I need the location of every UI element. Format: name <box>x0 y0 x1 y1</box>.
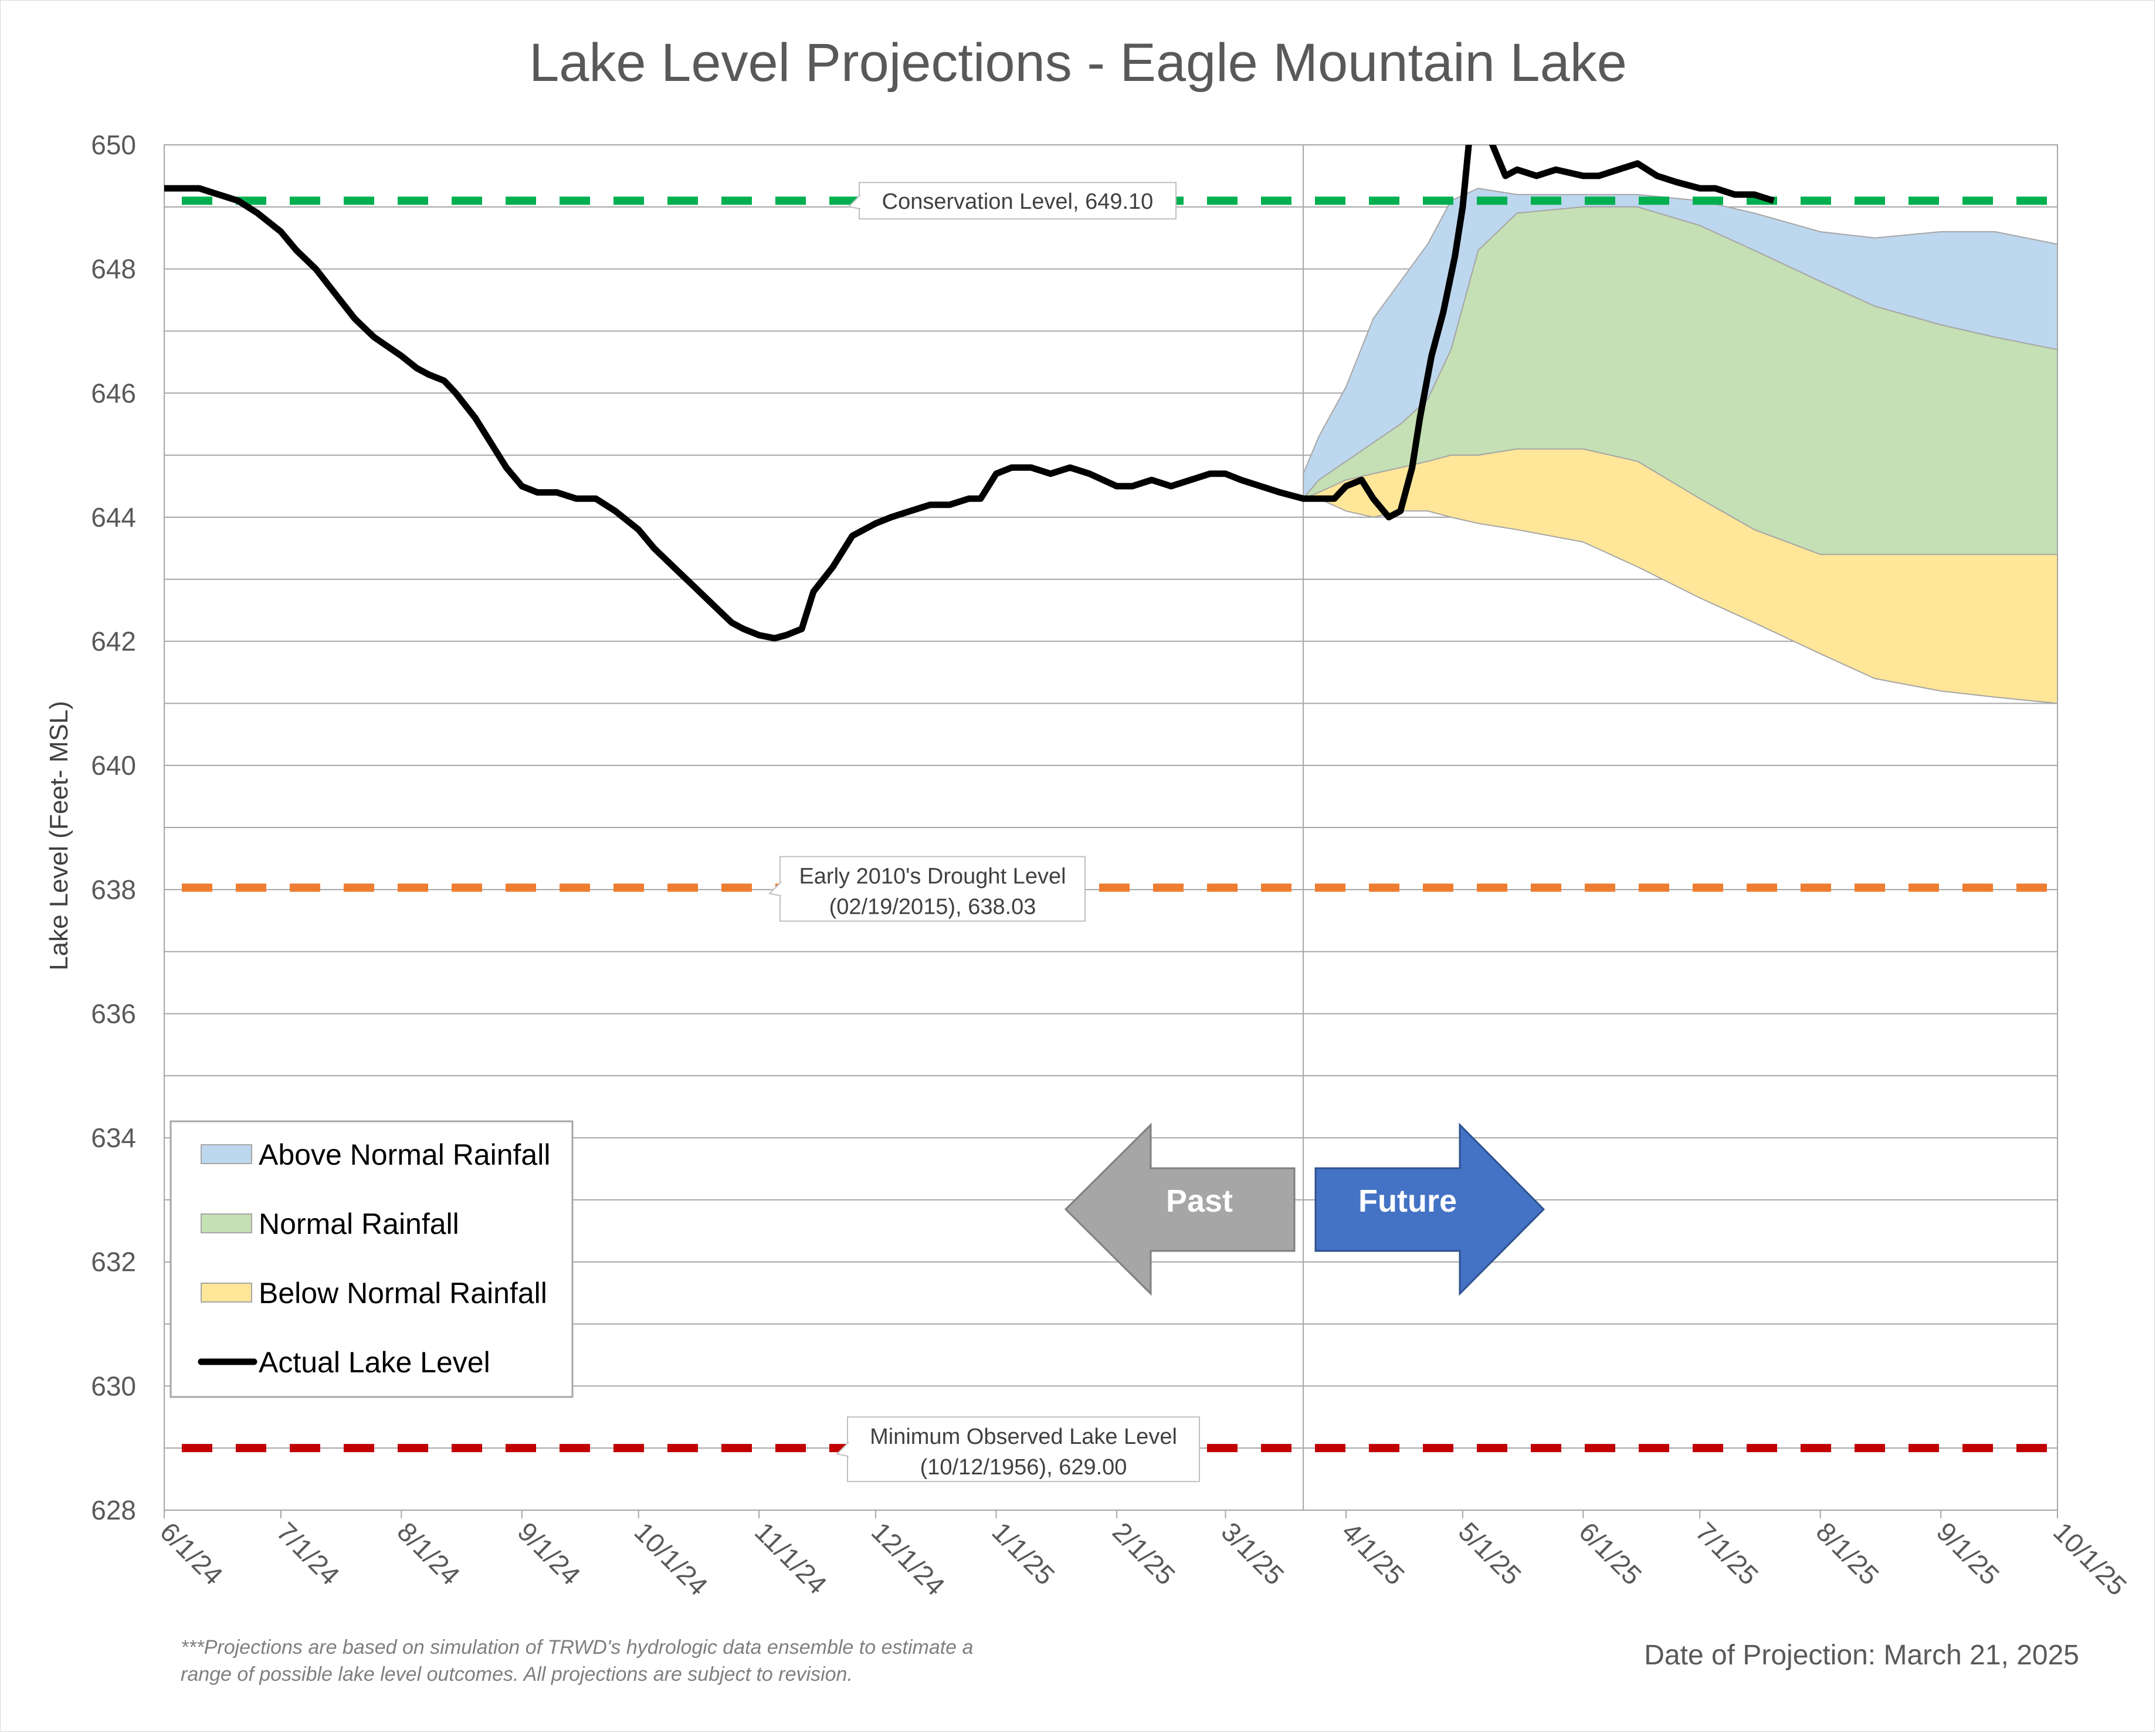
y-axis-ticks: 628 630 632 634 636 638 640 642 644 646 648 650 <box>91 130 136 1525</box>
y-tick-label: 650 <box>91 130 136 160</box>
x-tick-label: 9/1/24 <box>512 1516 587 1590</box>
callout-box <box>779 856 1086 922</box>
x-tick-label: 8/1/24 <box>391 1516 466 1590</box>
y-tick-label: 638 <box>91 874 136 905</box>
y-tick-label: 640 <box>91 750 136 781</box>
legend-label: Above Normal Rainfall <box>259 1138 550 1171</box>
callout-text: Early 2010's Drought Level <box>799 864 1066 889</box>
footnote-line: ***Projections are based on simulation o… <box>181 1636 973 1659</box>
projection-date: Date of Projection: March 21, 2025 <box>1644 1640 2079 1671</box>
legend: Above Normal Rainfall Normal Rainfall Belo… <box>170 1120 574 1398</box>
y-tick-label: 642 <box>91 626 136 657</box>
callout-1: Early 2010's Drought Level (02/19/2015), … <box>768 856 1086 922</box>
legend-label: Below Normal Rainfall <box>259 1277 547 1310</box>
past-arrow <box>1064 1122 1296 1296</box>
x-tick-label: 12/1/24 <box>866 1516 951 1601</box>
past-future-arrows: Past Future <box>1064 1122 1545 1296</box>
callout-text: Minimum Observed Lake Level <box>870 1425 1177 1449</box>
x-tick-label: 3/1/25 <box>1215 1516 1290 1590</box>
x-axis-ticks: 6/1/24 7/1/24 8/1/24 9/1/24 10/1/24 11/1/24 12… <box>154 1510 2133 1602</box>
x-tick-label: 11/1/24 <box>749 1516 833 1600</box>
x-tick-label: 1/1/25 <box>986 1516 1060 1590</box>
x-tick-label: 6/1/24 <box>154 1516 229 1590</box>
callout-pointer <box>835 1442 849 1457</box>
x-tick-label: 4/1/25 <box>1336 1516 1411 1590</box>
y-tick-label: 644 <box>91 502 136 533</box>
callout-pointer <box>847 194 861 210</box>
future-arrow <box>1314 1122 1545 1296</box>
x-tick-label: 7/1/25 <box>1690 1516 1764 1590</box>
footnote-line: range of possible lake level outcomes. A… <box>181 1663 853 1685</box>
legend-box <box>170 1120 574 1398</box>
legend-label: Actual Lake Level <box>259 1346 490 1379</box>
y-tick-label: 632 <box>91 1247 136 1277</box>
band-below-normal-rainfall <box>1303 448 2058 704</box>
y-tick-label: 634 <box>91 1122 136 1153</box>
x-tick-label: 9/1/25 <box>1931 1516 2005 1590</box>
x-tick-label: 2/1/25 <box>1107 1516 1181 1590</box>
callout-text: (10/12/1956), 629.00 <box>920 1455 1127 1480</box>
y-tick-label: 646 <box>91 378 136 408</box>
y-tick-label: 628 <box>91 1495 136 1525</box>
callout-text: Conservation Level, 649.10 <box>882 189 1154 214</box>
x-tick-label: 6/1/25 <box>1573 1516 1647 1590</box>
callout-box <box>847 1416 1200 1483</box>
x-tick-label: 8/1/25 <box>1811 1516 1885 1590</box>
y-tick-label: 630 <box>91 1371 136 1401</box>
reference-callouts: Conservation Level, 649.10 Early 2010's D… <box>768 182 1200 1483</box>
x-tick-label: 10/1/25 <box>2047 1516 2133 1601</box>
legend-swatch <box>201 1213 252 1233</box>
actual-lake-level-series <box>164 145 1775 642</box>
y-tick-label: 648 <box>91 254 136 284</box>
callout-0: Conservation Level, 649.10 <box>847 182 1177 220</box>
x-tick-label: 7/1/24 <box>271 1516 345 1590</box>
chart-title: Lake Level Projections - Eagle Mountain … <box>529 33 1627 93</box>
legend-label: Normal Rainfall <box>259 1208 459 1240</box>
legend-swatch <box>201 1283 252 1303</box>
legend-swatch <box>201 1144 252 1164</box>
plot-border <box>164 144 2058 1511</box>
footnote: ***Projections are based on simulation o… <box>181 1636 973 1685</box>
x-tick-label: 10/1/24 <box>629 1516 714 1601</box>
callout-2: Minimum Observed Lake Level (10/12/1956),… <box>835 1416 1200 1483</box>
callout-box <box>859 182 1177 220</box>
past-arrow-label: Past <box>1166 1183 1233 1219</box>
y-tick-label: 636 <box>91 998 136 1029</box>
callout-pointer <box>768 881 782 897</box>
future-arrow-label: Future <box>1358 1183 1457 1219</box>
x-tick-label: 5/1/25 <box>1453 1516 1527 1590</box>
callout-text: (02/19/2015), 638.03 <box>829 895 1036 920</box>
y-axis-label: Lake Level (Feet- MSL) <box>45 701 73 971</box>
actual-lake-level-line <box>164 145 1775 642</box>
